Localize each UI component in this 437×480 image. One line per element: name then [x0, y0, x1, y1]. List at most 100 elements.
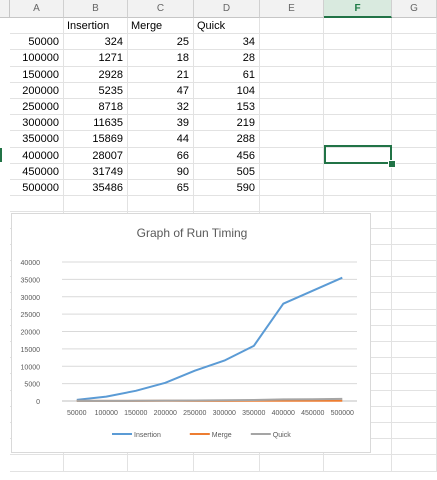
- cell-a7[interactable]: 300000: [10, 115, 64, 132]
- cell-a1[interactable]: [10, 18, 64, 35]
- cell-d7[interactable]: 219: [194, 115, 260, 132]
- cell-b5[interactable]: 5235: [64, 82, 128, 99]
- cell-e12[interactable]: [260, 196, 324, 213]
- cell-b9[interactable]: 28007: [64, 147, 128, 164]
- cell-c11[interactable]: 65: [128, 180, 194, 197]
- cell-d9[interactable]: 456: [194, 147, 260, 164]
- cell-c4[interactable]: 21: [128, 66, 194, 83]
- cell-d2[interactable]: 34: [194, 34, 260, 51]
- cell-f2[interactable]: [324, 34, 392, 51]
- cell-b10[interactable]: 31749: [64, 163, 128, 180]
- cell-c12[interactable]: [128, 196, 194, 213]
- cell-a9[interactable]: 400000: [10, 147, 64, 164]
- column-header-e[interactable]: E: [260, 0, 324, 18]
- cell-e1[interactable]: [260, 18, 324, 35]
- select-all-corner[interactable]: [0, 0, 10, 18]
- column-header-c[interactable]: C: [128, 0, 194, 18]
- cell-g11[interactable]: [392, 180, 437, 197]
- cell-g3[interactable]: [392, 50, 437, 67]
- cell-e6[interactable]: [260, 99, 324, 116]
- cell-c9[interactable]: 66: [128, 147, 194, 164]
- cell-g7[interactable]: [392, 115, 437, 132]
- cell-g12[interactable]: [392, 196, 437, 213]
- cell-e7[interactable]: [260, 115, 324, 132]
- cell-a11[interactable]: 500000: [10, 180, 64, 197]
- cell-g5[interactable]: [392, 82, 437, 99]
- cell-d10[interactable]: 505: [194, 163, 260, 180]
- cell-e10[interactable]: [260, 163, 324, 180]
- cell-b12[interactable]: [64, 196, 128, 213]
- cell-b6[interactable]: 8718: [64, 99, 128, 116]
- cell-g14[interactable]: [392, 228, 437, 245]
- cell-a6[interactable]: 250000: [10, 99, 64, 116]
- cell-e4[interactable]: [260, 66, 324, 83]
- cell-a2[interactable]: 50000: [10, 34, 64, 51]
- cell-a10[interactable]: 450000: [10, 163, 64, 180]
- cell-c28[interactable]: [128, 455, 194, 472]
- cell-g15[interactable]: [392, 244, 437, 261]
- cell-g16[interactable]: [392, 261, 437, 278]
- cell-c3[interactable]: 18: [128, 50, 194, 67]
- cell-a4[interactable]: 150000: [10, 66, 64, 83]
- cell-c5[interactable]: 47: [128, 82, 194, 99]
- cell-d6[interactable]: 153: [194, 99, 260, 116]
- cell-b8[interactable]: 15869: [64, 131, 128, 148]
- cell-f11[interactable]: [324, 180, 392, 197]
- cell-g1[interactable]: [392, 18, 437, 35]
- cell-d11[interactable]: 590: [194, 180, 260, 197]
- cell-b4[interactable]: 2928: [64, 66, 128, 83]
- cell-d12[interactable]: [194, 196, 260, 213]
- cell-g27[interactable]: [392, 439, 437, 456]
- cell-f6[interactable]: [324, 99, 392, 116]
- cell-f27[interactable]: [324, 439, 392, 456]
- cell-f4[interactable]: [324, 66, 392, 83]
- cell-f8[interactable]: [324, 131, 392, 148]
- cell-c1[interactable]: Merge: [128, 18, 194, 35]
- cell-g19[interactable]: [392, 309, 437, 326]
- cell-e11[interactable]: [260, 180, 324, 197]
- cell-a28[interactable]: [10, 455, 64, 472]
- cell-f10[interactable]: [324, 163, 392, 180]
- cell-g10[interactable]: [392, 163, 437, 180]
- cell-e8[interactable]: [260, 131, 324, 148]
- cell-f28[interactable]: [324, 455, 392, 472]
- cell-g6[interactable]: [392, 99, 437, 116]
- cell-g20[interactable]: [392, 325, 437, 342]
- cell-f3[interactable]: [324, 50, 392, 67]
- column-header-a[interactable]: A: [10, 0, 64, 18]
- cell-g17[interactable]: [392, 277, 437, 294]
- cell-a5[interactable]: 200000: [10, 82, 64, 99]
- column-header-d[interactable]: D: [194, 0, 260, 18]
- cell-d28[interactable]: [194, 455, 260, 472]
- cell-d1[interactable]: Quick: [194, 18, 260, 35]
- cell-d4[interactable]: 61: [194, 66, 260, 83]
- cell-f7[interactable]: [324, 115, 392, 132]
- cell-e3[interactable]: [260, 50, 324, 67]
- cell-g22[interactable]: [392, 358, 437, 375]
- cell-g24[interactable]: [392, 390, 437, 407]
- cell-b2[interactable]: 324: [64, 34, 128, 51]
- cell-b28[interactable]: [64, 455, 128, 472]
- cell-g8[interactable]: [392, 131, 437, 148]
- cell-d5[interactable]: 104: [194, 82, 260, 99]
- cell-a12[interactable]: [10, 196, 64, 213]
- cell-b1[interactable]: Insertion: [64, 18, 128, 35]
- column-header-f[interactable]: F: [324, 0, 392, 18]
- cell-g18[interactable]: [392, 293, 437, 310]
- cell-d8[interactable]: 288: [194, 131, 260, 148]
- chart[interactable]: Graph of Run Timing 0 5000 10000 15000 20000…: [11, 213, 371, 453]
- cell-c6[interactable]: 32: [128, 99, 194, 116]
- cell-g28[interactable]: [392, 455, 437, 472]
- cell-e2[interactable]: [260, 34, 324, 51]
- column-header-b[interactable]: B: [64, 0, 128, 18]
- cell-b11[interactable]: 35486: [64, 180, 128, 197]
- cell-c8[interactable]: 44: [128, 131, 194, 148]
- cell-g21[interactable]: [392, 342, 437, 359]
- cell-g2[interactable]: [392, 34, 437, 51]
- cell-g25[interactable]: [392, 406, 437, 423]
- cell-e28[interactable]: [260, 455, 324, 472]
- cell-f5[interactable]: [324, 82, 392, 99]
- selected-cell[interactable]: [324, 145, 392, 164]
- cell-a3[interactable]: 100000: [10, 50, 64, 67]
- cell-g23[interactable]: [392, 374, 437, 391]
